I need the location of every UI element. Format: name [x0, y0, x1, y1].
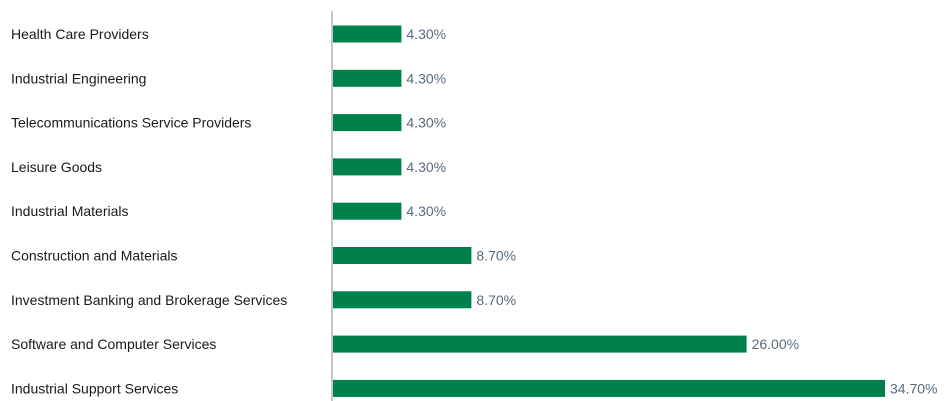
value-label-3: 4.30% — [406, 115, 446, 131]
category-label-5: Industrial Materials — [11, 203, 129, 219]
bar-5 — [333, 202, 402, 220]
category-label-1: Health Care Providers — [11, 26, 149, 42]
category-label-3: Telecommunications Service Providers — [11, 115, 251, 131]
category-label-9: Industrial Support Services — [11, 380, 178, 396]
value-label-7: 8.70% — [476, 292, 516, 308]
value-label-9: 34.70% — [890, 380, 937, 396]
bar-6 — [333, 247, 472, 264]
value-label-2: 4.30% — [406, 70, 446, 86]
bar-1 — [333, 25, 402, 43]
value-label-5: 4.30% — [406, 203, 446, 219]
category-label-4: Leisure Goods — [11, 159, 102, 175]
category-label-6: Construction and Materials — [11, 248, 178, 264]
category-label-7: Investment Banking and Brokerage Service… — [11, 292, 287, 308]
bar-8 — [333, 335, 747, 353]
bars-layer — [333, 25, 885, 397]
value-label-8: 26.00% — [752, 336, 799, 352]
value-label-1: 4.30% — [406, 26, 446, 42]
bar-3 — [333, 114, 402, 132]
category-label-8: Software and Computer Services — [11, 336, 216, 352]
value-label-6: 8.70% — [476, 248, 516, 264]
labels-layer: Health Care Providers 4.30% Industrial Eng… — [11, 26, 937, 396]
category-label-2: Industrial Engineering — [11, 70, 146, 86]
bar-7 — [333, 291, 472, 309]
bar-4 — [333, 158, 402, 176]
value-label-4: 4.30% — [406, 159, 446, 175]
bar-2 — [333, 69, 402, 87]
bar-9 — [333, 379, 885, 397]
